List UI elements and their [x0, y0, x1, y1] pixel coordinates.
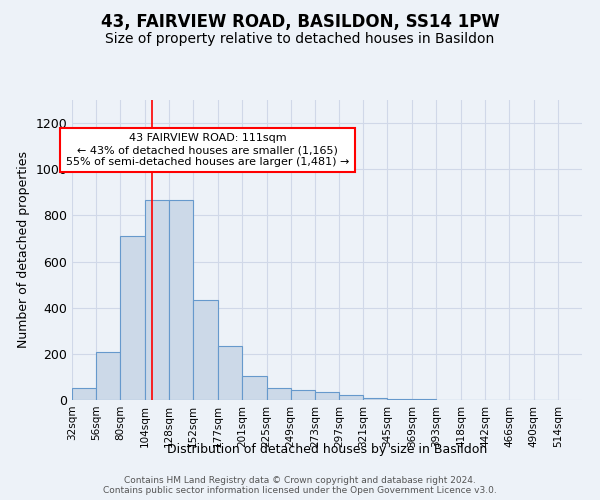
Bar [169, 200, 193, 400]
Bar [218, 346, 242, 400]
Bar [315, 392, 339, 400]
Text: Size of property relative to detached houses in Basildon: Size of property relative to detached ho… [106, 32, 494, 46]
Text: 43, FAIRVIEW ROAD, BASILDON, SS14 1PW: 43, FAIRVIEW ROAD, BASILDON, SS14 1PW [101, 12, 499, 30]
Bar [193, 300, 218, 400]
Text: Contains HM Land Registry data © Crown copyright and database right 2024.
Contai: Contains HM Land Registry data © Crown c… [103, 476, 497, 495]
Bar [291, 390, 315, 400]
Bar [121, 236, 145, 400]
Bar [242, 376, 266, 400]
Y-axis label: Number of detached properties: Number of detached properties [17, 152, 30, 348]
Bar [339, 396, 363, 400]
Bar [145, 200, 169, 400]
Bar [96, 352, 121, 400]
Text: 43 FAIRVIEW ROAD: 111sqm
← 43% of detached houses are smaller (1,165)
55% of sem: 43 FAIRVIEW ROAD: 111sqm ← 43% of detach… [66, 134, 349, 166]
Bar [72, 388, 96, 400]
Bar [266, 388, 291, 400]
Bar [388, 399, 412, 400]
Text: Distribution of detached houses by size in Basildon: Distribution of detached houses by size … [167, 442, 487, 456]
Bar [363, 398, 388, 400]
